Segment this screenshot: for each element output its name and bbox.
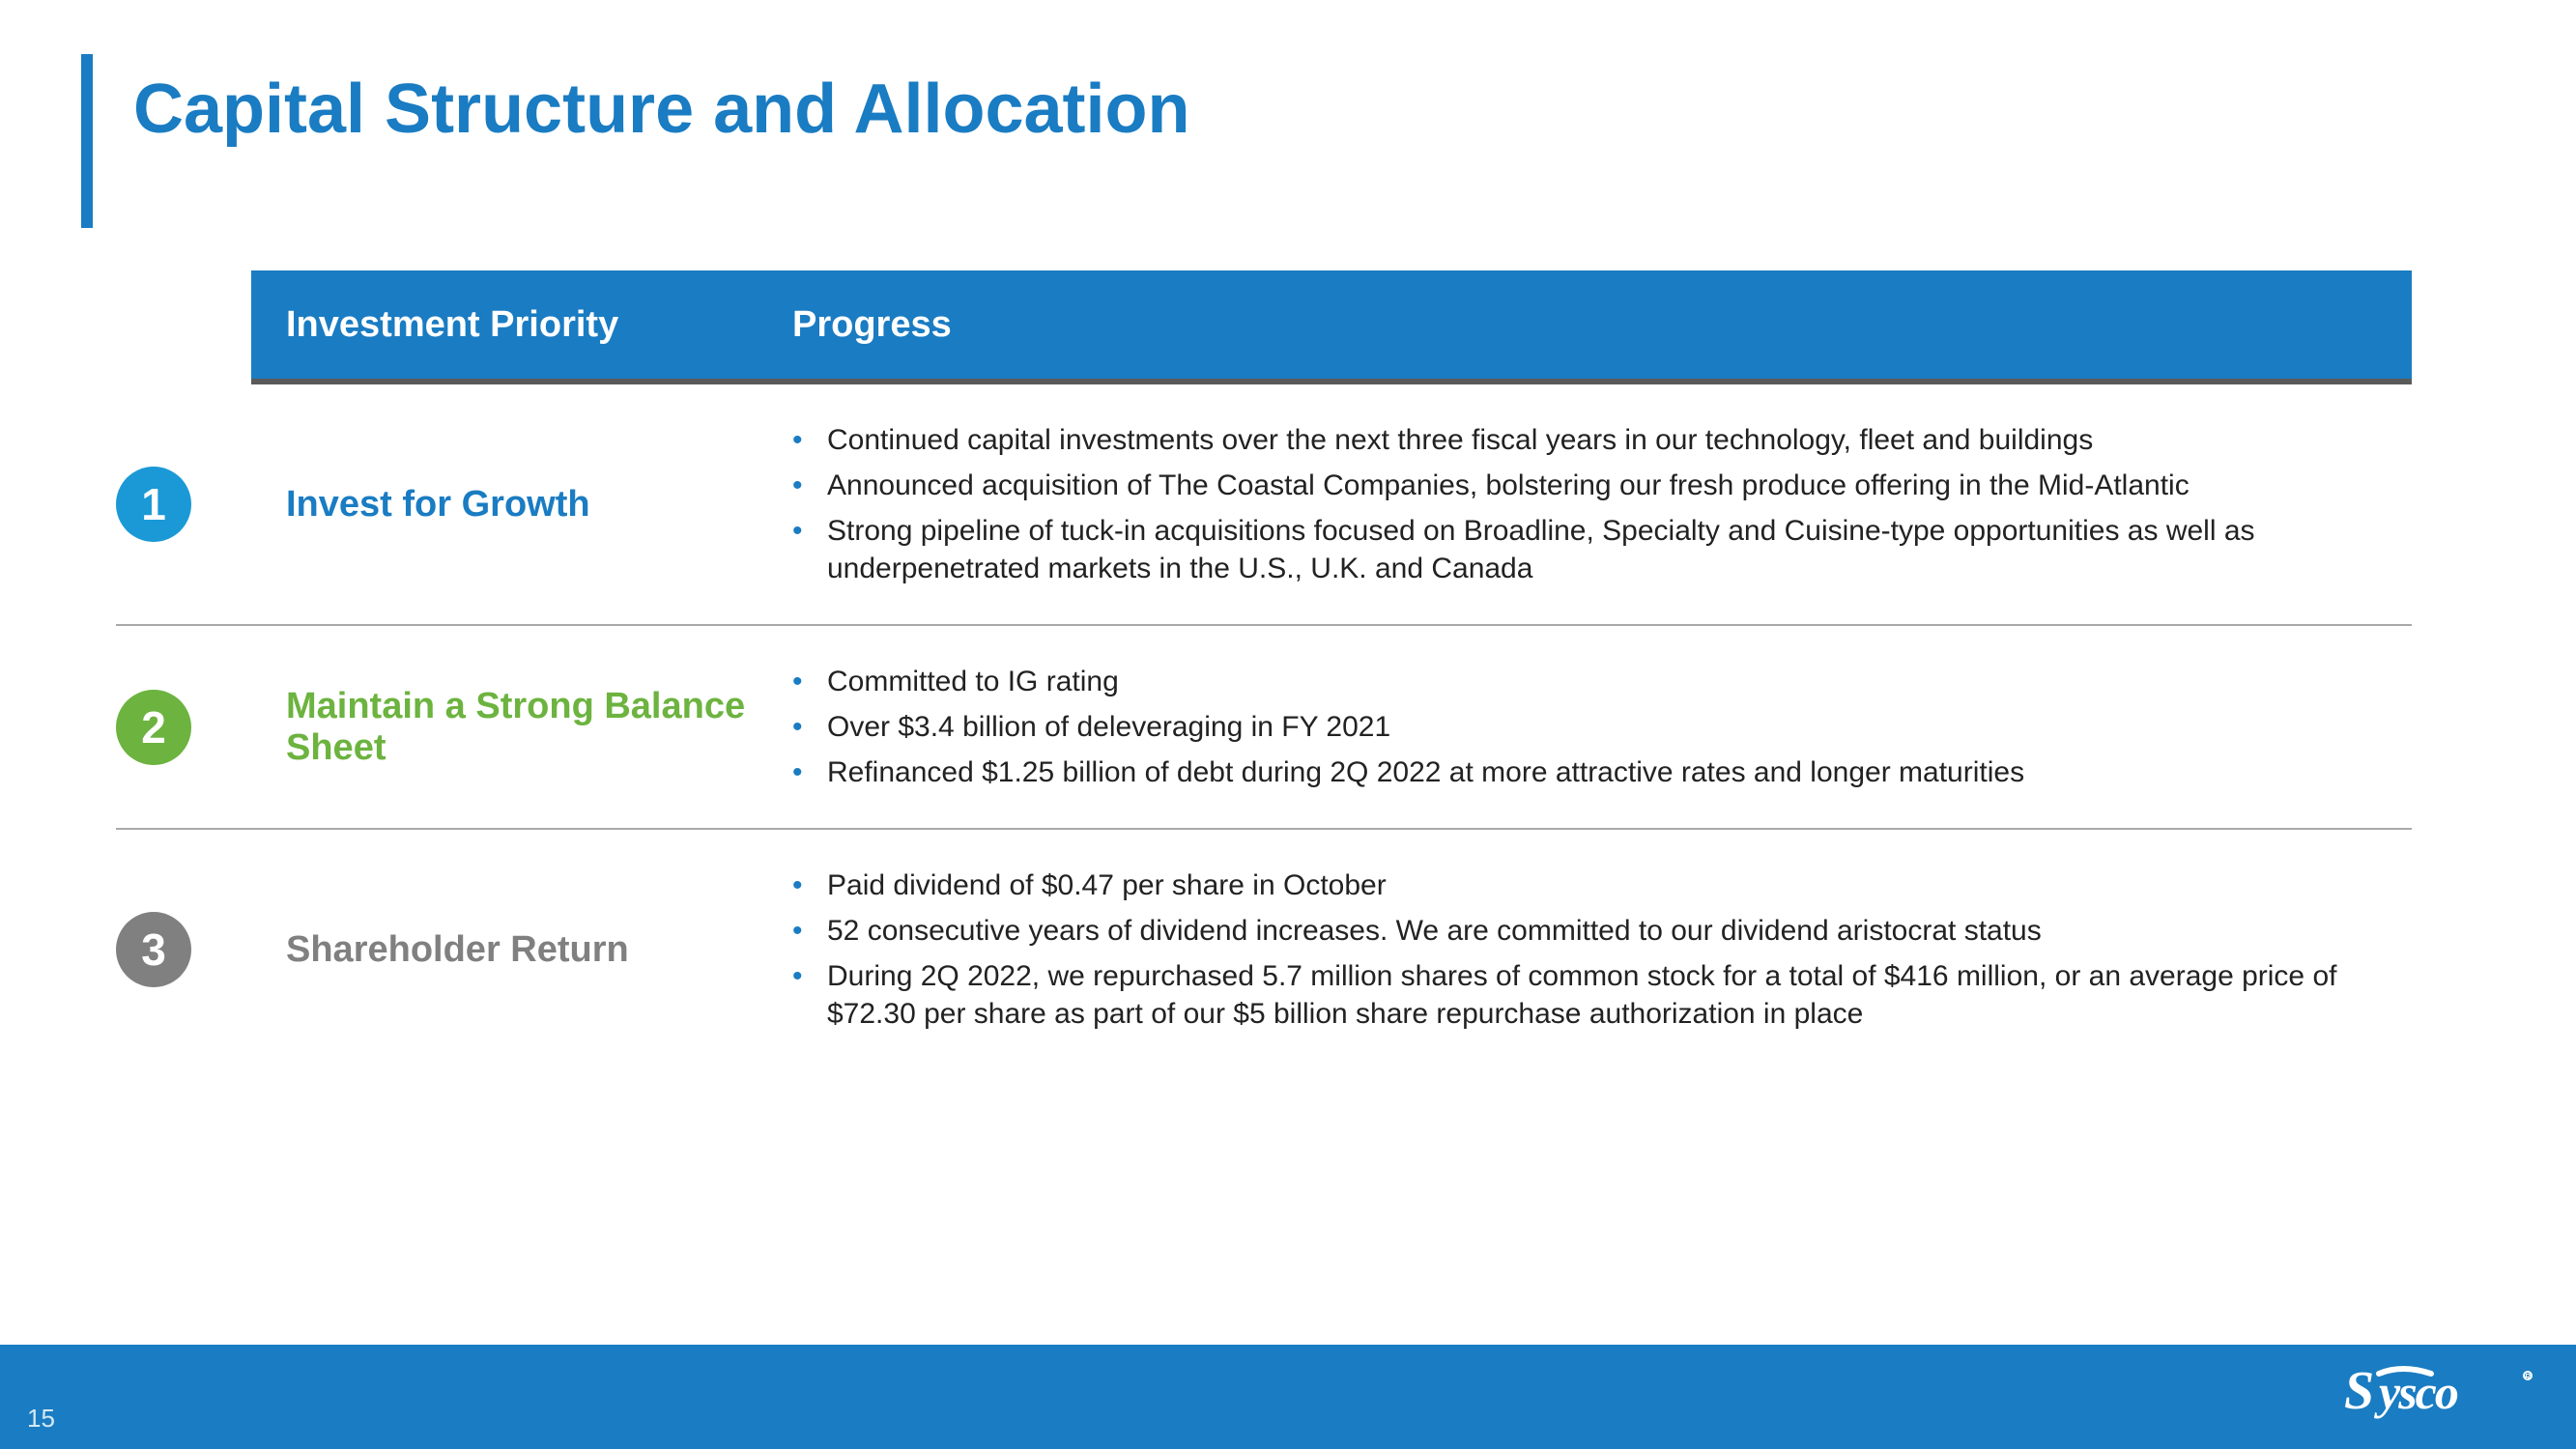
page-number: 15 bbox=[27, 1404, 55, 1434]
bullet-item: Continued capital investments over the n… bbox=[792, 421, 2392, 459]
row-number-badge: 1 bbox=[116, 467, 191, 542]
svg-text:ysco: ysco bbox=[2374, 1365, 2458, 1419]
priority-label: Maintain a Strong Balance Sheet bbox=[251, 686, 792, 769]
title-block: Capital Structure and Allocation bbox=[81, 54, 1189, 228]
progress-bullets: Paid dividend of $0.47 per share in Octo… bbox=[792, 859, 2412, 1040]
priority-label: Shareholder Return bbox=[251, 929, 792, 971]
bullet-item: 52 consecutive years of dividend increas… bbox=[792, 912, 2392, 950]
bullet-item: Strong pipeline of tuck-in acquisitions … bbox=[792, 512, 2392, 587]
content-table: Investment Priority Progress 1 Invest fo… bbox=[116, 270, 2412, 1069]
priority-label: Invest for Growth bbox=[251, 484, 792, 526]
footer-bar: S ysco R bbox=[0, 1345, 2576, 1449]
table-row: 1 Invest for Growth Continued capital in… bbox=[116, 384, 2412, 626]
svg-text:R: R bbox=[2525, 1373, 2531, 1381]
header-col-progress: Progress bbox=[792, 304, 952, 346]
bullet-item: Refinanced $1.25 billion of debt during … bbox=[792, 753, 2392, 791]
bullet-item: During 2Q 2022, we repurchased 5.7 milli… bbox=[792, 957, 2392, 1033]
page-title: Capital Structure and Allocation bbox=[133, 54, 1189, 228]
table-header: Investment Priority Progress bbox=[251, 270, 2412, 384]
table-row: 2 Maintain a Strong Balance Sheet Commit… bbox=[116, 626, 2412, 830]
row-number-badge: 2 bbox=[116, 690, 191, 765]
svg-text:S: S bbox=[2344, 1361, 2372, 1421]
bullet-item: Paid dividend of $0.47 per share in Octo… bbox=[792, 867, 2392, 904]
bullet-item: Announced acquisition of The Coastal Com… bbox=[792, 467, 2392, 504]
table-row: 3 Shareholder Return Paid dividend of $0… bbox=[116, 830, 2412, 1069]
title-accent-bar bbox=[81, 54, 93, 228]
header-col-priority: Investment Priority bbox=[251, 304, 792, 346]
progress-bullets: Continued capital investments over the n… bbox=[792, 413, 2412, 595]
bullet-item: Committed to IG rating bbox=[792, 663, 2392, 700]
sysco-logo: S ysco R bbox=[2344, 1356, 2537, 1437]
row-number-badge: 3 bbox=[116, 912, 191, 987]
progress-bullets: Committed to IG rating Over $3.4 billion… bbox=[792, 655, 2412, 799]
bullet-item: Over $3.4 billion of deleveraging in FY … bbox=[792, 708, 2392, 746]
